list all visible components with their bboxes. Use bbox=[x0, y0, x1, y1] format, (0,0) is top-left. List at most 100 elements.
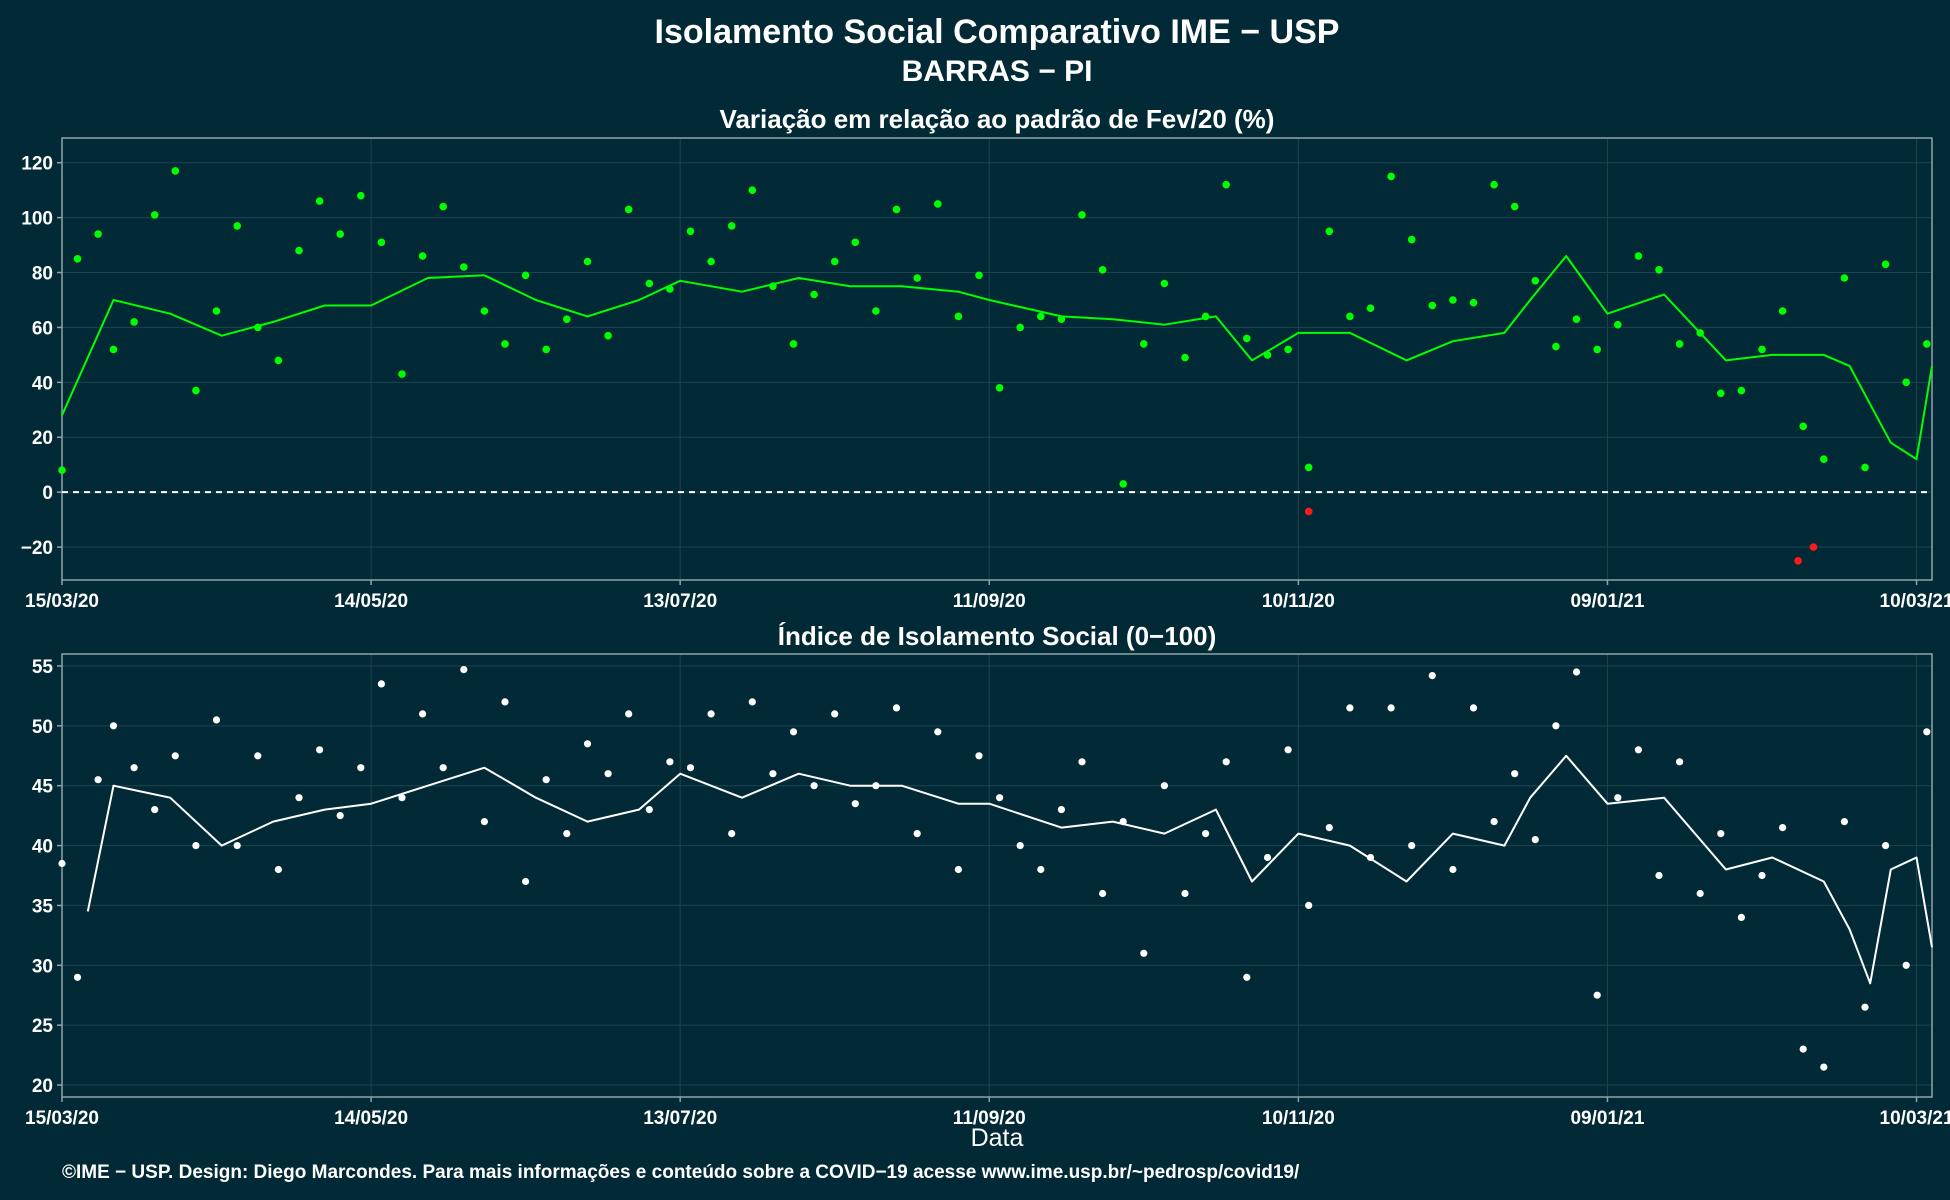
variation-data-point bbox=[109, 345, 118, 354]
variation-data-point bbox=[439, 202, 448, 211]
index-data-point bbox=[1717, 830, 1725, 838]
index-data-point bbox=[109, 722, 118, 730]
variation-data-point bbox=[1263, 351, 1272, 359]
index-data-point bbox=[419, 710, 427, 718]
variation-data-point bbox=[1428, 301, 1437, 310]
index-data-point bbox=[1037, 865, 1045, 874]
index-data-point bbox=[377, 680, 385, 688]
index-data-point bbox=[1119, 818, 1127, 826]
variation-data-point bbox=[1449, 296, 1457, 304]
index-data-point bbox=[789, 728, 798, 736]
variation-data-point bbox=[1284, 345, 1292, 354]
variation-data-point bbox=[1531, 277, 1540, 285]
index-data-point bbox=[707, 710, 715, 718]
variation-data-point bbox=[1407, 235, 1416, 244]
index-y-tick-label: 45 bbox=[32, 777, 54, 798]
index-data-point bbox=[1078, 758, 1086, 766]
index-data-point bbox=[1243, 973, 1251, 981]
variation-data-point bbox=[954, 312, 963, 321]
variation-x-tick-label: 14/05/20 bbox=[334, 591, 408, 612]
variation-data-point bbox=[1304, 463, 1313, 472]
index-data-point bbox=[1676, 758, 1684, 766]
index-data-point bbox=[274, 865, 282, 874]
index-data-point bbox=[439, 764, 447, 772]
variation-data-point bbox=[913, 274, 921, 282]
variation-data-point bbox=[1923, 340, 1931, 348]
variation-data-point bbox=[1325, 227, 1334, 236]
index-data-point bbox=[1902, 961, 1910, 969]
index-y-tick-label: 25 bbox=[32, 1016, 54, 1037]
index-data-point bbox=[1160, 782, 1168, 790]
index-data-point bbox=[316, 746, 324, 754]
index-data-point bbox=[1016, 842, 1024, 850]
index-data-point bbox=[1469, 704, 1478, 712]
index-data-point bbox=[1284, 746, 1292, 754]
variation-x-tick-label: 13/07/20 bbox=[643, 591, 717, 612]
index-data-point bbox=[254, 752, 262, 760]
variation-data-point bbox=[171, 167, 180, 175]
variation-trend-line bbox=[61, 255, 1933, 461]
variation-data-point bbox=[1675, 340, 1684, 348]
variation-data-point bbox=[1057, 315, 1066, 324]
index-data-point bbox=[94, 776, 102, 784]
variation-data-point bbox=[1181, 353, 1189, 362]
index-x-tick-label: 15/03/20 bbox=[25, 1108, 99, 1129]
variation-data-point bbox=[1861, 463, 1869, 472]
index-data-point bbox=[1366, 853, 1375, 862]
variation-data-point bbox=[1820, 455, 1828, 464]
index-data-point bbox=[1779, 824, 1787, 832]
index-data-point bbox=[1202, 830, 1210, 838]
index-data-point bbox=[1552, 722, 1560, 730]
variation-data-point bbox=[1778, 307, 1787, 315]
variation-data-point bbox=[1469, 298, 1478, 307]
variation-data-point bbox=[1696, 329, 1704, 337]
variation-data-point bbox=[727, 222, 736, 230]
variation-data-point bbox=[1614, 320, 1622, 329]
variation-data-point bbox=[357, 191, 365, 200]
index-data-point bbox=[1799, 1045, 1807, 1053]
index-data-point bbox=[1057, 806, 1065, 814]
index-data-point bbox=[1861, 1003, 1869, 1011]
index-data-point bbox=[151, 806, 159, 814]
variation-data-point bbox=[480, 307, 489, 315]
index-data-point bbox=[975, 752, 983, 760]
variation-data-point bbox=[1717, 389, 1725, 398]
index-data-point bbox=[686, 764, 695, 772]
variation-data-point bbox=[769, 282, 777, 291]
index-data-point bbox=[1511, 770, 1519, 778]
index-data-point bbox=[192, 842, 200, 850]
index-data-point bbox=[625, 710, 633, 718]
panel-variation: Variação em relação ao padrão de Fev/20 … bbox=[21, 104, 1950, 612]
index-data-point bbox=[233, 842, 241, 850]
variation-data-point bbox=[563, 315, 571, 324]
index-data-point bbox=[1428, 672, 1436, 680]
index-x-tick-label: 10/11/20 bbox=[1262, 1108, 1335, 1129]
variation-panel-border bbox=[61, 137, 1933, 581]
index-data-point bbox=[1614, 794, 1622, 802]
index-y-tick-label: 35 bbox=[32, 896, 54, 917]
variation-y-tick-label: 40 bbox=[32, 373, 53, 394]
index-data-point bbox=[295, 794, 303, 802]
panel-index-title: Índice de Isolamento Social (0−100) bbox=[778, 621, 1217, 651]
variation-negative-data-point bbox=[1304, 507, 1313, 516]
index-data-point bbox=[1305, 901, 1313, 910]
variation-data-point bbox=[1737, 386, 1746, 395]
chart-subtitle: BARRAS − PI bbox=[902, 55, 1093, 88]
variation-data-point bbox=[1881, 260, 1890, 269]
index-data-point bbox=[1263, 853, 1272, 862]
variation-data-point bbox=[460, 263, 468, 271]
index-data-point bbox=[1923, 728, 1931, 736]
variation-y-tick-label: 0 bbox=[42, 483, 53, 504]
variation-data-point bbox=[892, 205, 901, 214]
variation-data-point bbox=[192, 386, 200, 395]
variation-data-point bbox=[1572, 315, 1581, 324]
index-data-point bbox=[1737, 913, 1745, 922]
index-x-tick-label: 14/05/20 bbox=[334, 1108, 408, 1129]
index-data-point bbox=[1387, 704, 1395, 712]
index-data-point bbox=[563, 830, 571, 838]
variation-data-point bbox=[1243, 334, 1251, 343]
variation-data-point bbox=[748, 186, 757, 194]
index-x-tick-label: 10/03/21 bbox=[1880, 1108, 1950, 1129]
index-data-point bbox=[851, 800, 859, 808]
index-data-point bbox=[1140, 949, 1148, 957]
